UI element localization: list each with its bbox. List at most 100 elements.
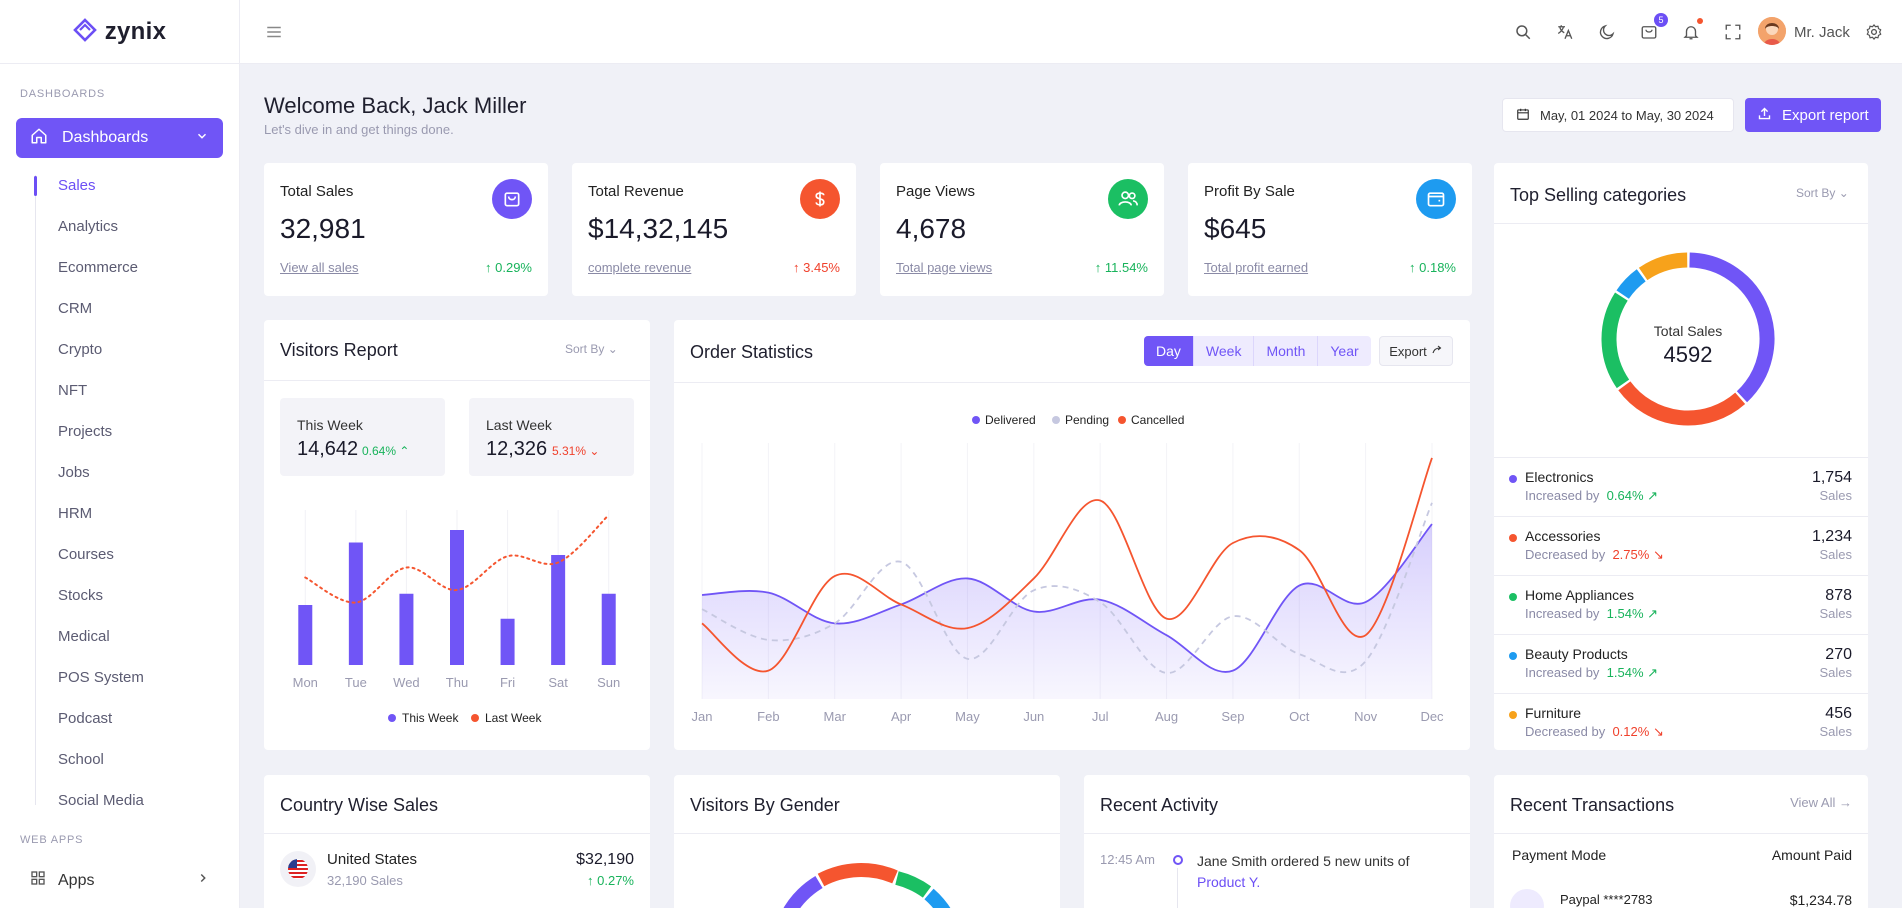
sidebar-subitem-crypto[interactable]: Crypto: [58, 341, 103, 358]
tab-week[interactable]: Week: [1194, 336, 1255, 366]
tab-month[interactable]: Month: [1254, 336, 1319, 366]
category-count: 270: [1825, 646, 1852, 663]
gear-icon[interactable]: [1862, 20, 1886, 44]
legend-label: Pending: [1065, 413, 1109, 427]
export-report-button[interactable]: Export report: [1745, 98, 1881, 132]
translate-icon[interactable]: [1553, 20, 1577, 44]
sort-by-dropdown[interactable]: Sort By ⌄: [1796, 186, 1849, 200]
country-sales-count: 32,190 Sales: [327, 873, 403, 888]
sidebar-item-label: Dashboards: [62, 129, 149, 146]
card-divider: [1084, 833, 1470, 834]
sidebar: zynix DASHBOARDS Dashboards Sales Analyti…: [0, 0, 240, 908]
sidebar-subitem-jobs[interactable]: Jobs: [58, 464, 90, 481]
x-tick-label: Oct: [1289, 709, 1310, 724]
donut-slice-home-appliances: [1601, 292, 1630, 389]
tab-year[interactable]: Year: [1330, 343, 1359, 359]
sidebar-subitem-social-media[interactable]: Social Media: [58, 792, 144, 809]
sidebar-subitem-medical[interactable]: Medical: [58, 628, 110, 645]
sidebar-item-apps[interactable]: Apps: [30, 870, 210, 891]
notification-dot: [1697, 18, 1703, 24]
column-header-payment-mode: Payment Mode: [1512, 847, 1607, 863]
brand-name: zynix: [104, 17, 167, 45]
sidebar-subitem-nft[interactable]: NFT: [58, 382, 88, 399]
category-name: Furniture: [1525, 705, 1582, 721]
stat-link[interactable]: complete revenue: [588, 260, 692, 275]
stat-card-total-revenue: Total Revenue $14,32,145 complete revenue ↑…: [572, 163, 856, 296]
sort-by-dropdown[interactable]: Sort By ⌄: [565, 342, 618, 356]
avatar[interactable]: [1758, 17, 1786, 45]
category-count: 456: [1825, 705, 1852, 722]
sidebar-subitem-projects[interactable]: Projects: [58, 423, 113, 440]
sidebar-subitem-pos-system[interactable]: POS System: [58, 669, 144, 686]
top-header: 5 Mr. Jack: [240, 0, 1902, 64]
legend-dot: [388, 714, 396, 722]
activity-text: Jane Smith ordered 5 new units of Produc…: [1197, 851, 1447, 893]
sidebar-subitem-ecommerce[interactable]: Ecommerce: [58, 259, 139, 276]
x-tick-label: Nov: [1354, 709, 1378, 724]
bell-icon[interactable]: [1679, 18, 1703, 44]
x-tick-label: Mon: [293, 675, 318, 690]
country-sales-card: Country Wise Sales United States 32,190 …: [264, 775, 650, 908]
fullscreen-icon[interactable]: [1721, 20, 1745, 44]
bar-fri: [500, 618, 515, 665]
gender-donut-chart: [783, 863, 951, 908]
legend-dot: [1118, 416, 1126, 424]
category-row[interactable]: Furniture Decreased by 0.12% ↘ 456 Sales: [1494, 693, 1868, 752]
country-change: ↑ 0.27%: [587, 873, 634, 888]
tab-day[interactable]: Day: [1144, 336, 1194, 366]
category-count: 878: [1825, 587, 1852, 604]
category-row[interactable]: Home Appliances Increased by 1.54% ↗ 878 Sa…: [1494, 575, 1868, 634]
cart-icon[interactable]: 5: [1637, 13, 1668, 44]
x-tick-label: Jul: [1092, 709, 1109, 724]
activity-time: 12:45 Am: [1100, 852, 1155, 867]
view-all-link[interactable]: View All →: [1790, 795, 1852, 810]
sidebar-subitem-analytics[interactable]: Analytics: [58, 218, 119, 235]
logo-icon: [72, 18, 97, 45]
home-icon: [30, 127, 48, 150]
date-range-picker[interactable]: May, 01 2024 to May, 30 2024: [1502, 98, 1734, 132]
trending-up-icon: ↗: [1647, 606, 1659, 621]
paypal-icon: [1510, 889, 1544, 908]
card-title: Country Wise Sales: [280, 795, 439, 815]
last-week-change-value: 5.31%: [552, 444, 587, 458]
visitors-by-gender-card: Visitors By Gender: [674, 775, 1060, 908]
trending-up-icon: ↗: [1647, 665, 1659, 680]
brand-logo[interactable]: zynix: [0, 0, 239, 64]
bar-thu: [450, 530, 464, 665]
sidebar-subitem-podcast[interactable]: Podcast: [58, 710, 113, 727]
sidebar-subitem-stocks[interactable]: Stocks: [58, 587, 104, 604]
last-week-change: 5.31% ⌄: [552, 444, 599, 458]
sidebar-subitem-hrm[interactable]: HRM: [58, 505, 93, 522]
sidebar-item-dashboards[interactable]: Dashboards: [16, 118, 223, 158]
menu-toggle-icon[interactable]: [262, 20, 286, 44]
sidebar-subitem-school[interactable]: School: [58, 751, 104, 768]
activity-product-link[interactable]: Product Y.: [1197, 874, 1261, 890]
category-row[interactable]: Electronics Increased by 0.64% ↗ 1,754 Sale…: [1494, 457, 1868, 516]
stat-card-profit-by-sale: Profit By Sale $645 Total profit earned ↑ 0…: [1188, 163, 1472, 296]
category-row[interactable]: Accessories Decreased by 2.75% ↘ 1,234 Sale…: [1494, 516, 1868, 575]
moon-icon[interactable]: [1595, 20, 1619, 44]
stat-link[interactable]: Total profit earned: [1204, 260, 1309, 275]
stat-title: Total Revenue: [588, 183, 684, 200]
category-unit: Sales: [1819, 488, 1852, 503]
user-name[interactable]: Mr. Jack: [1794, 24, 1850, 41]
sidebar-subitem-sales[interactable]: Sales: [0, 165, 240, 206]
category-name: Beauty Products: [1525, 646, 1628, 662]
activity-rail: [1177, 868, 1178, 908]
x-tick-label: Sun: [597, 675, 620, 690]
stat-link[interactable]: View all sales: [280, 260, 359, 275]
gender-arc-segment: [817, 863, 898, 887]
card-title: Visitors By Gender: [690, 795, 840, 815]
search-icon[interactable]: [1511, 20, 1535, 44]
area-delivered: [702, 524, 1432, 699]
card-divider: [674, 833, 1060, 834]
category-trend: Increased by 0.64% ↗: [1525, 488, 1658, 504]
legend-dot: [1052, 416, 1060, 424]
stat-link[interactable]: Total page views: [896, 260, 993, 275]
sidebar-subitem-crm[interactable]: CRM: [58, 300, 93, 317]
category-row[interactable]: Beauty Products Increased by 1.54% ↗ 270 Sa…: [1494, 634, 1868, 693]
export-button[interactable]: Export: [1379, 336, 1453, 366]
last-week-label: Last Week: [486, 417, 552, 433]
sidebar-subitem-courses[interactable]: Courses: [58, 546, 114, 563]
donut-center-label: Total Sales: [1654, 323, 1722, 339]
